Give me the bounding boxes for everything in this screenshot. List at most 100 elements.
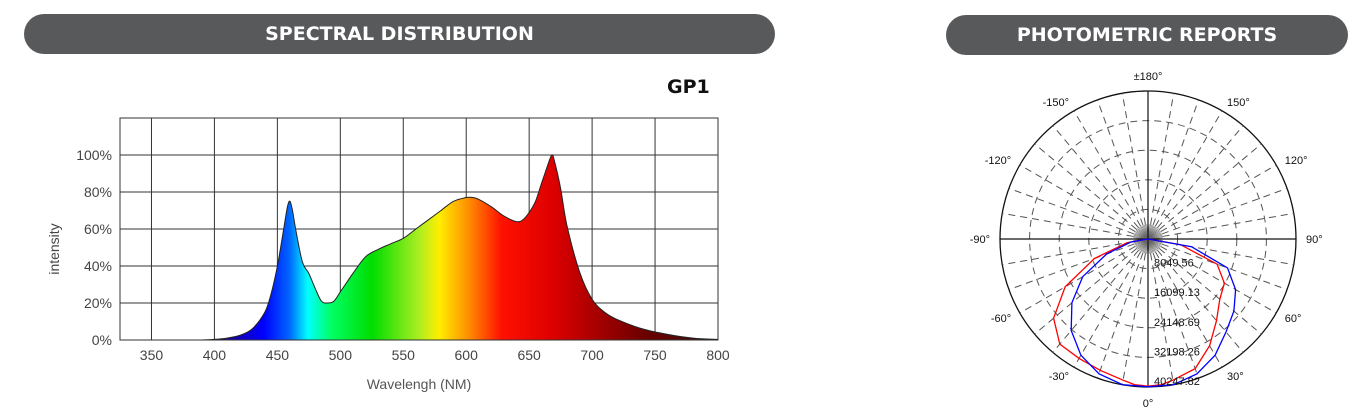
polar-center-spoke [1147, 238, 1157, 252]
polar-spoke [1034, 143, 1137, 230]
polar-center-spoke [1147, 238, 1163, 242]
polar-center-spoke [1141, 238, 1149, 253]
polar-spoke [1152, 252, 1200, 379]
polar-center-spoke [1146, 224, 1149, 240]
polar-spoke [1159, 143, 1262, 230]
polar-center-spoke [1139, 226, 1149, 240]
polar-center-spoke [1147, 226, 1157, 240]
polar-center-spoke [1146, 238, 1149, 254]
polar-spoke [1154, 251, 1223, 368]
polar-spoke [1121, 253, 1146, 385]
polar-center-spoke [1133, 237, 1149, 240]
y-tick-label: 80% [84, 184, 112, 200]
polar-spoke [1052, 125, 1139, 228]
polar-ring [1088, 179, 1208, 299]
polar-curve-1 [1052, 238, 1226, 387]
polar-spoke [1161, 187, 1288, 235]
polar-center-spoke [1147, 236, 1163, 240]
polar-center-spoke [1147, 232, 1162, 240]
spectral-chart: 0% 20% 40% 60% 80% 100% 350 400 450 500 550 600 650… [46, 117, 730, 392]
y-axis-label: intensity [46, 223, 62, 274]
polar-spoke [1161, 243, 1288, 291]
polar-center-spoke [1147, 238, 1163, 244]
polar-center-spoke [1147, 238, 1159, 250]
polar-spoke [1052, 250, 1139, 353]
polar-center-spoke [1147, 238, 1161, 248]
y-tick-label: 0% [92, 332, 112, 348]
y-tick-label: 100% [76, 147, 112, 163]
polar-center-spoke [1137, 238, 1149, 250]
x-tick-label: 750 [643, 347, 667, 363]
polar-angle-label: 60° [1285, 313, 1302, 325]
polar-angle-label: 0° [1143, 398, 1154, 410]
polar-radial-label: 24148.69 [1154, 317, 1200, 329]
polar-center-spoke [1142, 224, 1149, 240]
polar-angle-label: -30° [1049, 371, 1069, 383]
x-tick-label: 700 [580, 347, 604, 363]
polar-spoke [1034, 248, 1137, 335]
x-tick-label: 450 [266, 347, 290, 363]
polar-center-spoke [1147, 237, 1163, 240]
polar-center-spoke [1147, 238, 1150, 254]
spectral-distribution-banner: SPECTRAL DISTRIBUTION [24, 14, 775, 54]
polar-center-spoke [1147, 238, 1154, 254]
polar-center-spoke [1147, 238, 1156, 252]
polar-center-spoke [1147, 238, 1162, 246]
polar-center-spoke [1147, 233, 1163, 240]
polar-spoke [1121, 93, 1146, 225]
polar-spoke [1162, 212, 1294, 237]
polar-angle-label: ±180° [1134, 71, 1163, 83]
polar-spoke [1002, 212, 1134, 237]
polar-center-spoke [1147, 224, 1151, 240]
polar-center-spoke [1136, 238, 1149, 249]
polar-center-spoke [1147, 238, 1158, 251]
polar-center-spoke [1145, 224, 1149, 240]
polar-center-spoke [1147, 238, 1151, 254]
y-tick-label: 20% [84, 295, 112, 311]
polar-outer-circle [999, 90, 1297, 388]
x-tick-label: 800 [706, 347, 730, 363]
polar-center-spoke [1147, 238, 1160, 249]
polar-angle-label: 120° [1285, 155, 1308, 167]
y-tick-label: 40% [84, 258, 112, 274]
polar-spoke [1152, 99, 1200, 226]
polar-center-spoke [1147, 238, 1161, 247]
polar-spoke [1008, 243, 1135, 291]
plot-frame [119, 117, 719, 341]
polar-spoke [1157, 125, 1244, 228]
polar-spoke [1019, 245, 1136, 314]
polar-angle-label: -90° [970, 234, 990, 246]
polar-center-spoke [1147, 238, 1155, 253]
polar-center-spoke [1147, 227, 1158, 240]
photometric-reports-banner: PHOTOMETRIC REPORTS [946, 15, 1348, 55]
polar-center-spoke [1147, 238, 1163, 245]
polar-center-spoke [1139, 238, 1149, 252]
polar-spoke [1096, 252, 1144, 379]
polar-spoke [1002, 241, 1134, 266]
polar-angle-label: 30° [1227, 371, 1244, 383]
polar-angle-label: -150° [1043, 97, 1069, 109]
polar-spoke [1150, 253, 1175, 385]
polar-spoke [1008, 187, 1135, 235]
polar-center-spoke [1133, 234, 1149, 240]
polar-center-spoke [1147, 238, 1163, 241]
polar-radial-label: 40247.82 [1154, 376, 1200, 388]
y-tick-label: 60% [84, 221, 112, 237]
polar-center-spoke [1147, 229, 1160, 240]
polar-center-spoke [1137, 228, 1149, 240]
x-axis-label: Wavelengh (NM) [367, 376, 472, 392]
polar-spoke [1150, 93, 1175, 225]
polar-center-spoke [1147, 238, 1153, 254]
polar-center-spoke [1134, 232, 1149, 240]
x-tick-label: 650 [517, 347, 541, 363]
polar-center-spoke [1147, 230, 1161, 240]
polar-center-spoke [1133, 238, 1149, 241]
polar-center-spoke [1147, 224, 1153, 240]
polar-spoke [1162, 241, 1294, 266]
polar-spoke [1073, 251, 1142, 368]
polar-center-spoke [1147, 224, 1150, 240]
polar-spoke [1160, 245, 1277, 314]
polar-spoke [1073, 110, 1142, 227]
polar-center-spoke [1133, 236, 1149, 240]
model-label: GP1 [667, 76, 710, 98]
